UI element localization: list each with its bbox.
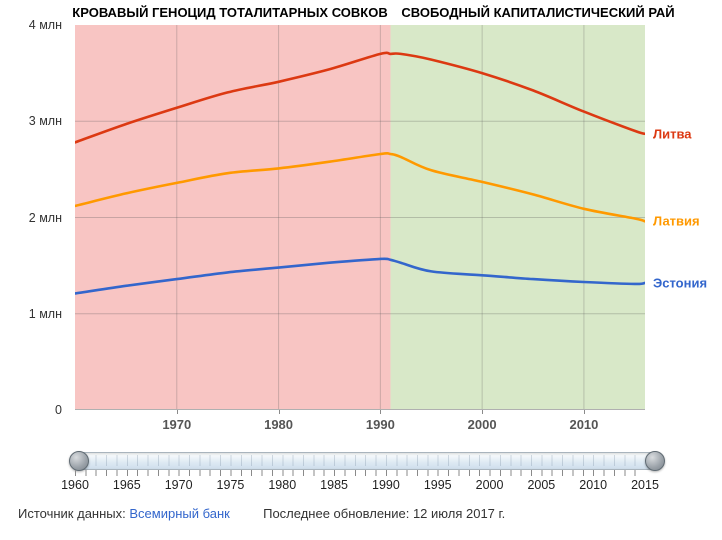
x-tick-mark xyxy=(176,410,178,414)
slider-year-label: 1975 xyxy=(216,478,245,492)
slider-year-label: 1960 xyxy=(61,478,89,492)
y-axis-label: 0 xyxy=(55,403,62,417)
slider-handle-start[interactable] xyxy=(69,451,89,471)
slider-year-label: 1990 xyxy=(372,478,400,492)
y-axis-label: 3 млн xyxy=(28,114,62,129)
x-axis-label: 2000 xyxy=(467,417,497,432)
y-axis-label: 1 млн xyxy=(28,306,62,321)
series-line-Латвия[interactable] xyxy=(75,151,645,223)
x-tick-mark xyxy=(278,410,280,414)
slider-handle-end[interactable] xyxy=(645,451,665,471)
x-axis-label: 1970 xyxy=(162,417,192,432)
footer: Источник данных: Всемирный банк Последне… xyxy=(18,506,505,521)
x-tick-mark xyxy=(583,410,585,414)
slider-year-label: 1970 xyxy=(164,478,193,492)
x-axis: 1970 1980 1990 2000 2010 xyxy=(75,410,645,438)
slider-year-label: 1980 xyxy=(268,478,297,492)
last-updated: Последнее обновление: 12 июля 2017 г. xyxy=(263,506,506,521)
x-axis-label: 2010 xyxy=(569,417,599,432)
source-label: Источник данных: xyxy=(18,506,126,521)
slider-year-label: 1985 xyxy=(320,478,348,492)
slider-labels: 1960 1965 1970 1975 1980 1985 1990 1995 2000 2005… xyxy=(61,478,659,494)
y-axis-label: 4 млн xyxy=(28,18,62,32)
slider-year-label: 2010 xyxy=(579,478,608,492)
slider-year-label: 2000 xyxy=(475,478,504,492)
slider-tick-marks xyxy=(75,470,645,476)
series-labels: Литва Латвия Эстония xyxy=(653,25,722,410)
series-line-Эстония[interactable] xyxy=(75,257,645,295)
time-slider[interactable]: 1960 1965 1970 1975 1980 1985 1990 1995 2000 2005… xyxy=(0,450,722,498)
x-axis-label: 1980 xyxy=(264,417,294,432)
series-label-Латвия[interactable]: Латвия xyxy=(653,213,700,229)
slider-year-label: 1965 xyxy=(112,478,141,492)
x-axis-label: 1990 xyxy=(365,417,395,432)
source-link[interactable]: Всемирный банк xyxy=(129,506,230,521)
chart-canvas[interactable] xyxy=(75,25,645,410)
slider-track[interactable] xyxy=(70,452,664,470)
series-label-Литва[interactable]: Литва xyxy=(653,126,692,142)
y-axis-label: 2 млн xyxy=(28,210,62,225)
series-line-Литва[interactable] xyxy=(75,51,645,144)
y-axis: 0 1 млн 2 млн 3 млн 4 млн xyxy=(0,18,68,417)
annotation-capitalist-era: СВОБОДНЫЙ КАПИТАЛИСТИЧЕСКИЙ РАЙ xyxy=(401,5,675,20)
x-tick-mark xyxy=(380,410,382,414)
slider-year-label: 2015 xyxy=(631,478,659,492)
era-region-1 xyxy=(75,25,391,410)
era-region-2 xyxy=(390,25,645,410)
slider-year-label: 2005 xyxy=(527,478,556,492)
slider-year-label: 1995 xyxy=(423,478,452,492)
series-label-Эстония[interactable]: Эстония xyxy=(653,275,708,291)
x-tick-mark xyxy=(482,410,484,414)
annotation-soviet-era: КРОВАВЫЙ ГЕНОЦИД ТОТАЛИТАРНЫХ СОВКОВ xyxy=(72,5,388,20)
